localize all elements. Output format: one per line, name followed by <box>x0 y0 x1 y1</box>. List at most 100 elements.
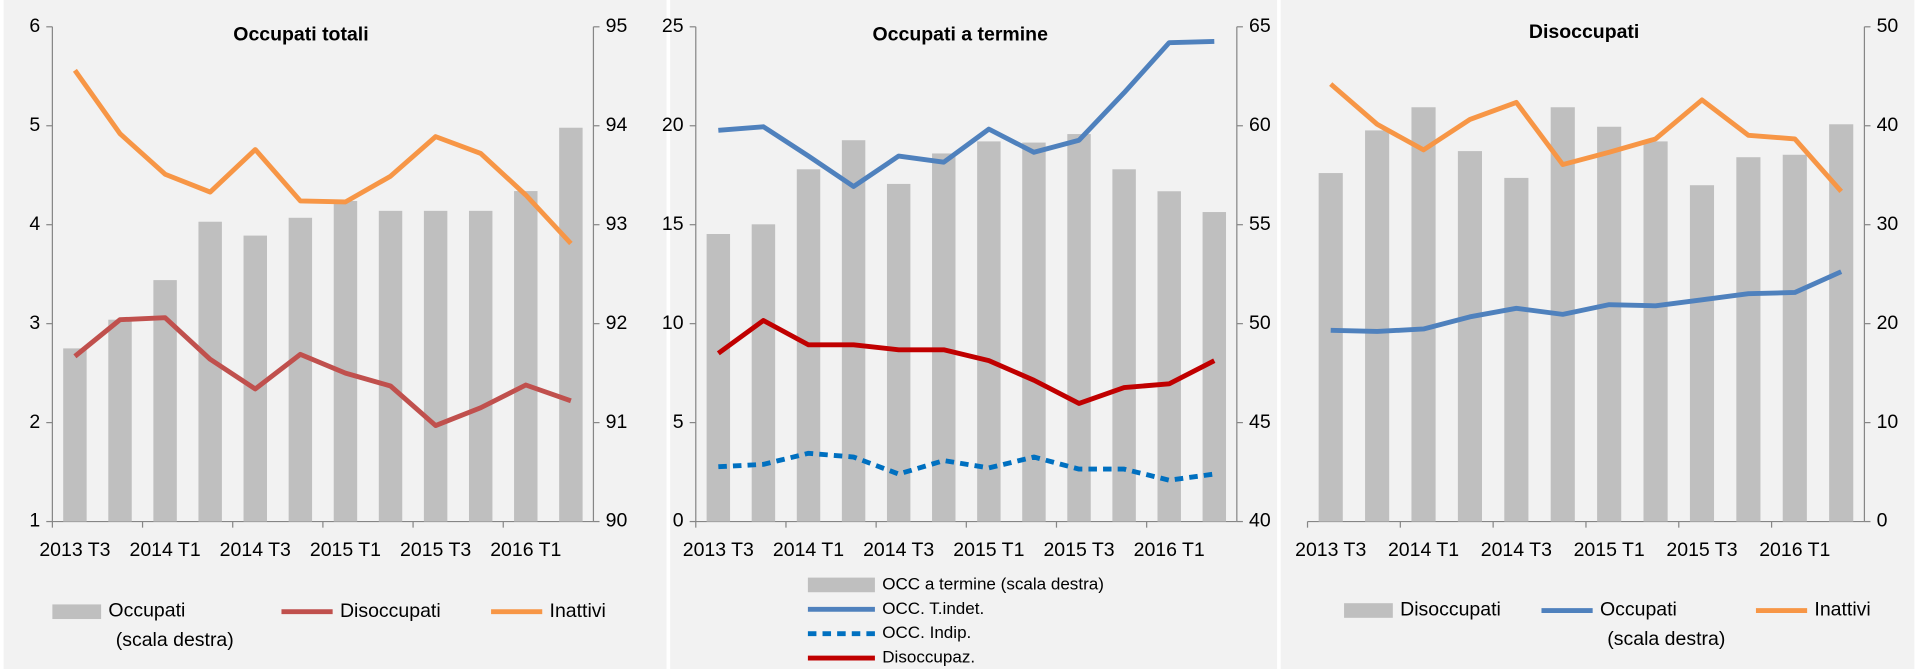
panel-separator <box>1277 0 1281 669</box>
legend-label: Occupati (scala destra) <box>1600 599 1725 650</box>
bar <box>1112 169 1136 522</box>
bar <box>1457 151 1483 522</box>
x-tick-label: 2014 T3 <box>220 539 291 561</box>
y2-tick-label: 94 <box>606 114 628 136</box>
y-tick-label: 5 <box>29 114 40 136</box>
y2-tick-label: 90 <box>606 510 628 532</box>
bar <box>1504 177 1529 522</box>
bar <box>706 234 731 522</box>
y-tick-label: 6 <box>29 15 40 37</box>
bar <box>1022 142 1046 522</box>
bar <box>198 221 222 522</box>
bar <box>288 217 313 522</box>
y2-tick-label: 45 <box>1249 411 1271 433</box>
bar <box>468 210 493 522</box>
bar <box>1365 130 1390 522</box>
y2-tick-label: 91 <box>606 411 628 433</box>
x-tick-label: 2014 T1 <box>130 539 201 561</box>
y2-tick-label: 20 <box>1877 312 1899 334</box>
x-tick-label: 2015 T3 <box>1666 539 1737 561</box>
bar <box>423 210 448 522</box>
x-tick-label: 2015 T1 <box>953 539 1024 561</box>
y2-tick-label: 60 <box>1249 114 1271 136</box>
bar <box>1318 173 1343 522</box>
legend-label: OCC a termine (scala destra) <box>882 574 1104 593</box>
bar <box>333 200 358 522</box>
y2-tick-label: 40 <box>1249 510 1271 532</box>
y-tick-label: 0 <box>673 510 684 532</box>
x-tick-label: 2015 T3 <box>400 539 471 561</box>
y2-tick-label: 30 <box>1877 213 1899 235</box>
x-tick-label: 2015 T3 <box>1043 539 1114 561</box>
bar <box>243 235 267 522</box>
chart-title: Disoccupati <box>1529 21 1639 43</box>
bar <box>153 280 177 522</box>
bar <box>977 141 1001 522</box>
bar <box>1736 157 1761 522</box>
y2-tick-label: 55 <box>1249 213 1271 235</box>
bar <box>1202 212 1227 522</box>
y-tick-label: 10 <box>662 312 684 334</box>
y-tick-label: 4 <box>29 213 40 235</box>
bar <box>108 319 132 522</box>
y2-tick-label: 50 <box>1249 312 1271 334</box>
bar <box>378 210 403 522</box>
x-tick-label: 2016 T1 <box>1134 539 1205 561</box>
bar <box>63 348 87 522</box>
y-tick-label: 2 <box>29 411 40 433</box>
x-tick-label: 2015 T1 <box>1574 539 1645 561</box>
bar <box>886 183 911 522</box>
line-series <box>73 315 572 429</box>
legend-label: Inattivi <box>1814 599 1870 621</box>
x-tick-label: 2016 T1 <box>490 539 561 561</box>
bar <box>1689 185 1715 522</box>
chart-title: Occupati a termine <box>873 23 1049 45</box>
legend-label: Inattivi <box>550 600 606 622</box>
y2-tick-label: 93 <box>606 213 628 235</box>
legend-label: Occupati (scala destra) <box>108 600 233 651</box>
y-tick-label: 5 <box>673 411 684 433</box>
legend-swatch <box>52 604 102 620</box>
y-tick-label: 1 <box>29 510 40 532</box>
x-tick-label: 2013 T3 <box>39 539 110 561</box>
line-series <box>718 39 1215 189</box>
y2-tick-label: 0 <box>1877 510 1888 532</box>
legend-label: OCC. T.indet. <box>882 599 984 618</box>
line-series <box>72 68 573 246</box>
x-tick-label: 2014 T1 <box>1388 539 1459 561</box>
line-series <box>716 318 1216 406</box>
x-tick-label: 2013 T3 <box>683 539 754 561</box>
bar <box>1597 126 1622 522</box>
line-series <box>1330 269 1843 334</box>
legend-swatch <box>1344 603 1393 618</box>
bar <box>841 140 866 522</box>
bar <box>932 153 956 522</box>
bar <box>1643 141 1668 522</box>
y2-tick-label: 40 <box>1877 114 1899 136</box>
chart-title: Occupati totali <box>233 23 368 45</box>
bar <box>1157 191 1181 522</box>
y2-tick-label: 95 <box>606 15 628 37</box>
bar <box>1067 134 1091 522</box>
x-tick-label: 2015 T1 <box>310 539 381 561</box>
y-tick-label: 15 <box>662 213 684 235</box>
x-tick-label: 2014 T1 <box>773 539 844 561</box>
y-tick-label: 3 <box>29 312 40 334</box>
bar <box>1782 154 1807 522</box>
bar <box>751 224 776 522</box>
y2-tick-label: 92 <box>606 312 628 334</box>
legend-swatch <box>807 577 875 593</box>
bar <box>1411 107 1436 522</box>
panel-separator <box>666 0 671 669</box>
legend-label: OCC. Indip. <box>882 623 971 642</box>
bar <box>514 191 538 522</box>
legend-label: Disoccupati <box>340 600 441 622</box>
x-tick-label: 2014 T3 <box>863 539 934 561</box>
x-tick-label: 2013 T3 <box>1295 539 1366 561</box>
y-tick-label: 20 <box>662 114 684 136</box>
y2-tick-label: 65 <box>1249 15 1271 37</box>
legend-label: Disoccupati <box>1400 599 1501 621</box>
bar <box>559 127 583 522</box>
x-tick-label: 2014 T3 <box>1481 539 1552 561</box>
